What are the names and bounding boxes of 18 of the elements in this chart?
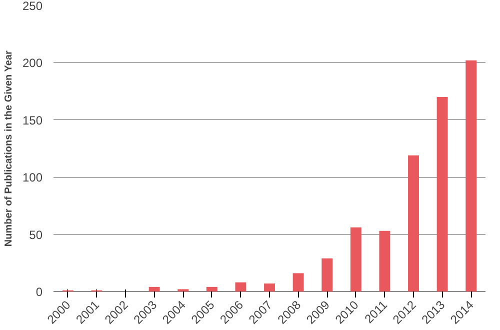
bar bbox=[292, 273, 304, 292]
bar bbox=[148, 286, 160, 292]
bar bbox=[408, 155, 419, 292]
bar bbox=[379, 230, 390, 292]
bar bbox=[235, 282, 246, 292]
bar bbox=[436, 97, 448, 292]
y-tick-label: 50 bbox=[29, 228, 43, 242]
bar bbox=[206, 286, 218, 292]
bar bbox=[466, 60, 477, 292]
bar bbox=[322, 258, 333, 292]
y-axis-title: Number of Publications in the Given Year bbox=[3, 50, 14, 247]
bar bbox=[264, 283, 275, 292]
y-tick-label: 150 bbox=[22, 113, 43, 128]
y-tick-label: 250 bbox=[22, 0, 43, 13]
y-tick-label: 200 bbox=[22, 56, 43, 70]
y-tick-label: 0 bbox=[36, 285, 43, 299]
bar bbox=[350, 227, 362, 292]
y-tick-label: 100 bbox=[22, 170, 43, 185]
